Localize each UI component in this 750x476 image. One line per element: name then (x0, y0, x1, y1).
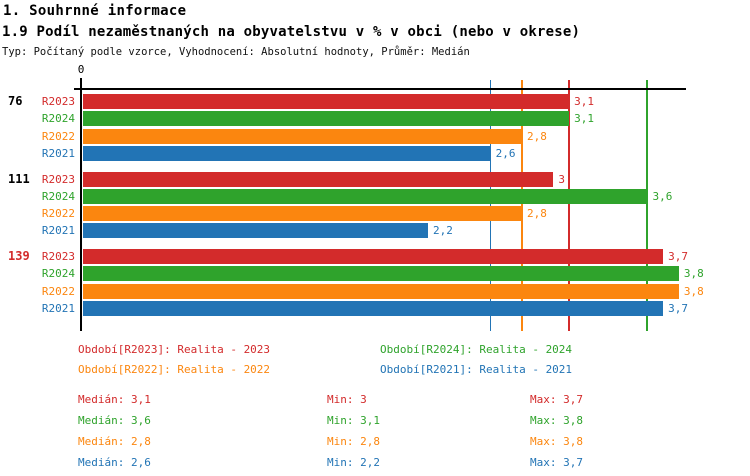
bar-value-76-R2022: 2,8 (527, 129, 547, 143)
median-line-R2022 (521, 80, 523, 331)
bar-label-139-R2021: R2021 (41, 301, 75, 315)
bar-value-76-R2024: 3,1 (574, 112, 594, 126)
bar-value-76-R2021: 2,6 (495, 146, 516, 160)
stat-min-R2023: Min: 3 (327, 393, 367, 406)
bar-111-R2023 (83, 171, 554, 187)
group-label-111: 111 (8, 171, 30, 186)
stat-max-R2021: Max: 3,7 (530, 456, 583, 469)
bar-111-R2024 (83, 188, 648, 204)
bar-label-76-R2024: R2024 (41, 112, 75, 126)
bar-value-139-R2023: 3,7 (668, 250, 689, 263)
stat-min-R2021: Min: 2,2 (327, 456, 380, 469)
x-axis-line (74, 88, 686, 90)
bar-76-R2022 (83, 128, 523, 144)
bar-label-139-R2023: R2023 (41, 250, 75, 263)
y-axis-line (80, 78, 82, 331)
bar-value-111-R2023: 3 (558, 172, 566, 186)
bar-chart: 0 76 R2023 3,1 R2024 3,1 R2022 2,8 R2021 2,6 111 R… (8, 63, 704, 331)
median-line-R2024 (646, 80, 648, 331)
stat-max-R2023: Max: 3,7 (530, 393, 583, 406)
median-line-R2023 (568, 80, 570, 331)
page-title: 1. Souhrnné informace (3, 3, 187, 19)
bar-76-R2023 (83, 94, 570, 109)
legend-item-R2021: Období[R2021]: Realita - 2021 (380, 363, 573, 376)
x-axis-zero-label: 0 (77, 63, 85, 76)
stat-median-R2024: Medián: 3,6 (78, 414, 151, 427)
bar-value-139-R2022: 3,8 (683, 284, 704, 298)
bar-value-111-R2024: 3,6 (652, 189, 673, 203)
chart-title: 1.9 Podíl nezaměstnaných na obyvatelstvu… (2, 24, 581, 40)
legend-item-R2024: Období[R2024]: Realita - 2024 (380, 343, 573, 356)
bar-label-76-R2023: R2023 (41, 95, 75, 108)
bar-111-R2022 (83, 206, 523, 222)
group-label-139: 139 (8, 249, 30, 263)
bar-value-139-R2021: 3,7 (668, 301, 689, 315)
bar-139-R2021 (83, 300, 664, 316)
stat-min-R2022: Min: 2,8 (327, 435, 380, 448)
bar-139-R2022 (83, 283, 679, 299)
bar-76-R2021 (83, 145, 491, 161)
bar-label-111-R2024: R2024 (41, 189, 75, 203)
stat-min-R2024: Min: 3,1 (327, 414, 380, 427)
bar-label-139-R2024: R2024 (41, 267, 75, 281)
stat-max-R2022: Max: 3,8 (530, 435, 583, 448)
bar-label-76-R2022: R2022 (41, 129, 75, 143)
stat-median-R2023: Medián: 3,1 (78, 393, 151, 406)
group-label-76: 76 (8, 94, 23, 108)
stat-median-R2021: Medián: 2,6 (78, 456, 151, 469)
median-line-R2021 (489, 80, 492, 331)
bar-111-R2021 (83, 223, 428, 239)
stat-median-R2022: Medián: 2,8 (78, 435, 151, 448)
bar-value-139-R2024: 3,8 (683, 267, 704, 281)
bar-label-111-R2021: R2021 (41, 224, 75, 238)
bar-value-111-R2021: 2,2 (432, 224, 453, 238)
chart-meta-line: Typ: Počítaný podle vzorce, Vyhodnocení:… (2, 46, 470, 58)
bar-label-111-R2022: R2022 (41, 207, 75, 221)
bar-label-76-R2021: R2021 (41, 146, 75, 160)
bar-139-R2023 (83, 249, 664, 264)
legend-item-R2023: Období[R2023]: Realita - 2023 (78, 343, 271, 356)
bar-label-111-R2023: R2023 (41, 172, 75, 186)
bar-label-139-R2022: R2022 (41, 284, 75, 298)
bar-value-111-R2022: 2,8 (527, 207, 547, 221)
bar-value-76-R2023: 3,1 (574, 95, 594, 108)
bar-76-R2024 (83, 111, 570, 127)
legend-item-R2022: Období[R2022]: Realita - 2022 (78, 363, 271, 376)
stat-max-R2024: Max: 3,8 (530, 414, 583, 427)
bar-139-R2024 (83, 266, 679, 282)
